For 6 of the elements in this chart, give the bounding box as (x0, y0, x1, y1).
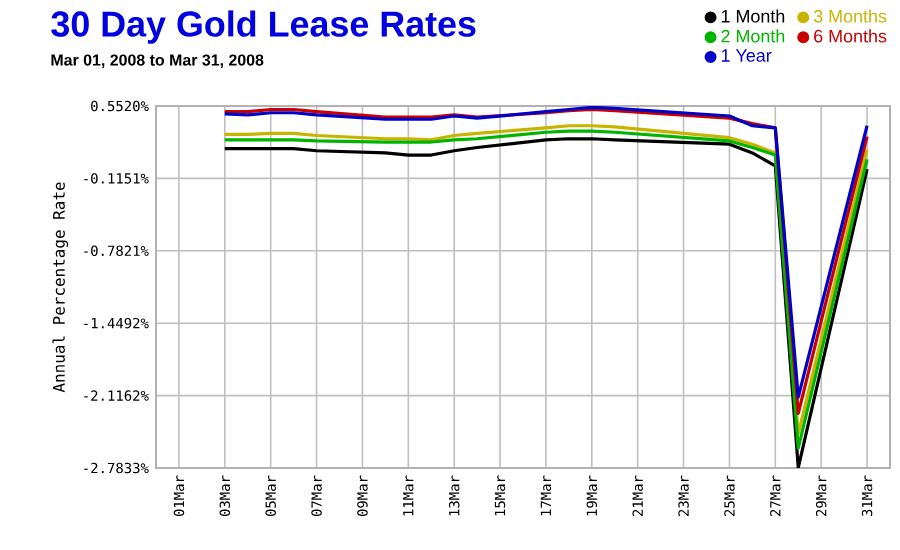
chart-title: 30 Day Gold Lease Rates (51, 10, 476, 44)
legend-label: 1 Year (721, 49, 772, 62)
legend-label: 1 Month (721, 9, 785, 23)
legend-label: 6 Months (814, 29, 887, 43)
legend-label: 2 Month (721, 29, 785, 43)
legend-label: 3 Months (813, 9, 887, 23)
